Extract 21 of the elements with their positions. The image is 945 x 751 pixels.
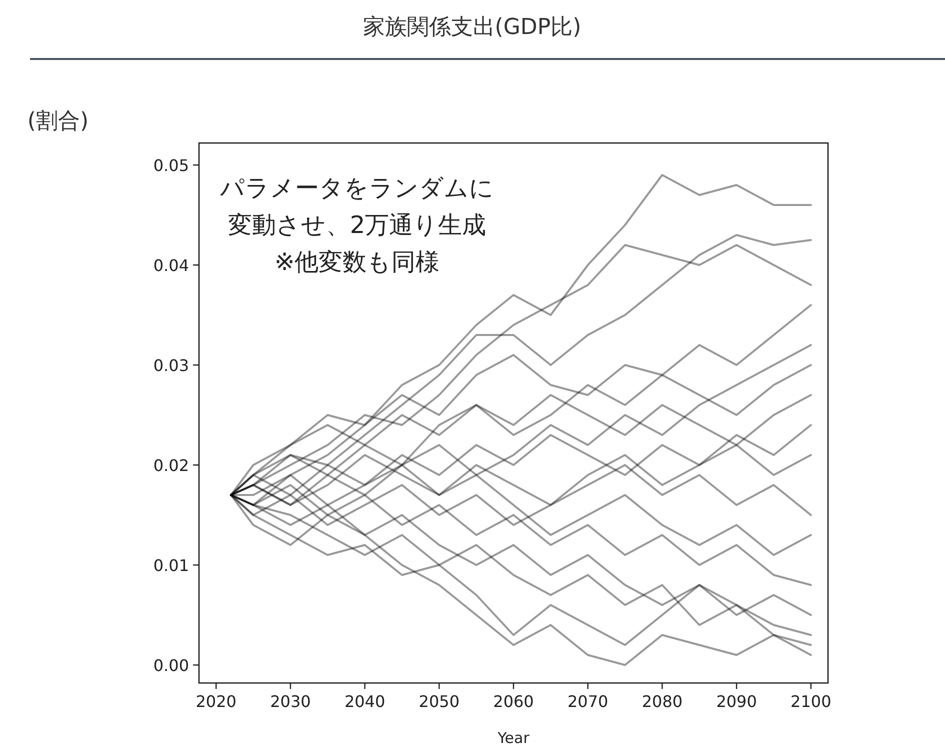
y-tick-label: 0.03 — [153, 356, 189, 375]
x-tick-label: 2030 — [270, 692, 311, 711]
y-tick-label: 0.02 — [153, 456, 189, 475]
x-tick-label: 2080 — [642, 692, 683, 711]
x-tick-label: 2070 — [567, 692, 608, 711]
annotation: パラメータをランダムに — [219, 174, 494, 202]
y-axis-title: (割合) — [27, 109, 89, 134]
y-tick-label: 0.04 — [153, 256, 189, 275]
x-tick-label: 2050 — [418, 692, 460, 711]
x-tick-label: 2040 — [344, 692, 386, 711]
chart-title: 家族関係支出(GDP比) — [362, 15, 582, 40]
y-tick-label: 0.00 — [153, 656, 189, 675]
x-tick-label: 2090 — [716, 692, 757, 711]
y-tick-label: 0.05 — [153, 156, 189, 175]
x-tick-label: 2020 — [196, 692, 236, 711]
annotation: 変動させ、2万通り生成 — [228, 211, 486, 239]
x-tick-label: 2060 — [493, 692, 534, 711]
y-tick-label: 0.01 — [153, 556, 189, 575]
annotation: ※他変数も同様 — [274, 248, 440, 276]
x-tick-label: 2100 — [790, 692, 832, 711]
x-axis-title: Year — [496, 729, 530, 747]
